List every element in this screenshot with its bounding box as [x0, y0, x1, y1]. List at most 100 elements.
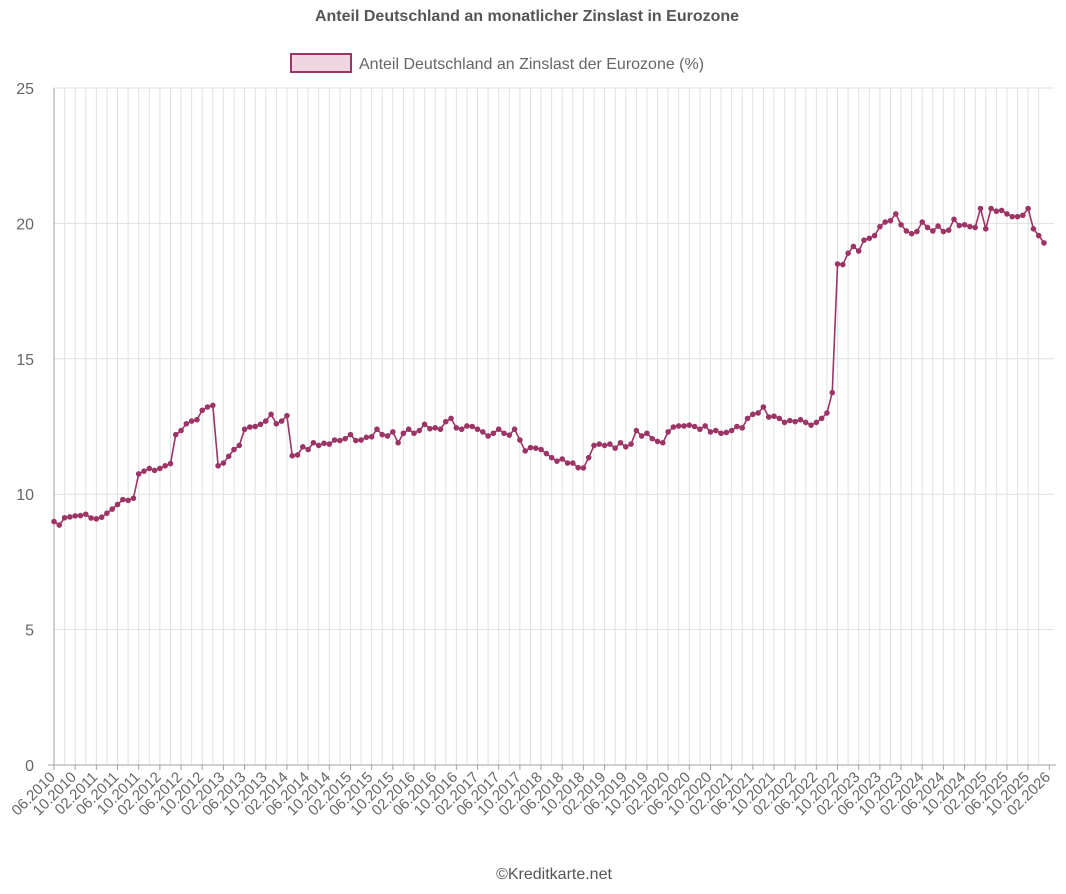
data-point[interactable] [935, 223, 941, 229]
data-point[interactable] [887, 217, 894, 224]
data-point[interactable] [697, 426, 703, 433]
data-point[interactable] [945, 227, 952, 233]
data-point[interactable] [194, 416, 200, 423]
data-point[interactable] [358, 437, 364, 443]
data-point[interactable] [898, 221, 904, 228]
data-point[interactable] [982, 226, 989, 232]
data-point[interactable] [612, 445, 618, 451]
data-point[interactable] [591, 442, 597, 449]
data-point[interactable] [72, 513, 78, 519]
data-point[interactable] [183, 420, 190, 427]
data-point[interactable] [596, 441, 603, 447]
data-point[interactable] [638, 433, 645, 439]
data-point[interactable] [712, 427, 719, 434]
data-point[interactable] [718, 430, 724, 437]
data-point[interactable] [395, 439, 401, 446]
data-point[interactable] [670, 424, 677, 430]
data-point[interactable] [771, 413, 777, 420]
data-point[interactable] [310, 439, 317, 446]
data-point[interactable] [294, 452, 301, 458]
data-point[interactable] [390, 429, 396, 435]
data-point[interactable] [67, 514, 73, 520]
data-point[interactable] [956, 222, 963, 229]
data-point[interactable] [421, 421, 428, 428]
data-point[interactable] [538, 446, 544, 453]
data-point[interactable] [384, 433, 391, 439]
data-point[interactable] [315, 442, 322, 449]
data-point[interactable] [172, 431, 179, 438]
data-point[interactable] [405, 426, 412, 433]
data-point[interactable] [300, 444, 306, 450]
data-point[interactable] [120, 496, 126, 503]
data-point[interactable] [570, 460, 576, 466]
data-point[interactable] [665, 429, 671, 435]
data-point[interactable] [914, 228, 920, 235]
data-point[interactable] [691, 423, 698, 430]
data-point[interactable] [834, 261, 841, 267]
data-point[interactable] [257, 421, 264, 428]
data-point[interactable] [511, 426, 518, 433]
data-point[interactable] [903, 228, 910, 234]
data-point[interactable] [437, 426, 444, 433]
data-point[interactable] [220, 460, 227, 466]
data-point[interactable] [305, 446, 311, 453]
data-point[interactable] [871, 232, 878, 239]
data-point[interactable] [580, 465, 587, 471]
data-point[interactable] [882, 219, 888, 225]
data-point[interactable] [988, 205, 994, 212]
data-point[interactable] [675, 423, 682, 429]
data-point[interactable] [352, 437, 359, 444]
data-point[interactable] [93, 516, 100, 522]
data-point[interactable] [262, 418, 269, 424]
data-point[interactable] [77, 512, 84, 519]
data-point[interactable] [273, 420, 280, 427]
data-point[interactable] [649, 435, 656, 442]
data-point[interactable] [157, 465, 163, 472]
data-point[interactable] [924, 224, 931, 231]
data-point[interactable] [1030, 226, 1037, 232]
data-point[interactable] [765, 414, 772, 420]
data-point[interactable] [739, 425, 746, 431]
data-point[interactable] [644, 430, 650, 437]
data-point[interactable] [734, 423, 740, 430]
data-point[interactable] [442, 418, 449, 425]
data-point[interactable] [617, 439, 624, 446]
data-point[interactable] [861, 237, 867, 243]
data-point[interactable] [686, 422, 693, 428]
data-point[interactable] [480, 429, 486, 435]
data-point[interactable] [622, 444, 629, 450]
data-point[interactable] [337, 437, 343, 444]
data-point[interactable] [427, 425, 433, 432]
data-point[interactable] [760, 404, 767, 410]
data-point[interactable] [802, 419, 809, 426]
data-point[interactable] [527, 444, 534, 451]
data-point[interactable] [368, 433, 375, 440]
data-point[interactable] [1041, 240, 1047, 246]
data-point[interactable] [416, 427, 423, 434]
data-point[interactable] [109, 506, 116, 512]
data-point[interactable] [506, 432, 513, 438]
data-point[interactable] [215, 462, 221, 469]
data-point[interactable] [543, 450, 550, 457]
data-point[interactable] [199, 407, 206, 414]
data-point[interactable] [829, 389, 836, 396]
data-point[interactable] [977, 205, 984, 212]
data-point[interactable] [474, 426, 481, 433]
data-point[interactable] [840, 261, 846, 268]
data-point[interactable] [961, 221, 968, 228]
data-point[interactable] [707, 429, 714, 435]
data-point[interactable] [432, 425, 438, 431]
data-point[interactable] [464, 423, 470, 429]
data-point[interactable] [347, 431, 354, 438]
data-point[interactable] [210, 402, 216, 409]
data-point[interactable] [892, 211, 899, 217]
data-point[interactable] [125, 497, 131, 504]
data-point[interactable] [61, 514, 68, 521]
data-point[interactable] [797, 416, 804, 423]
data-point[interactable] [575, 464, 581, 471]
data-point[interactable] [792, 418, 798, 425]
legend[interactable]: Anteil Deutschland an Zinslast der Euroz… [290, 53, 704, 73]
data-point[interactable] [236, 442, 243, 449]
data-point[interactable] [268, 411, 274, 418]
data-point[interactable] [908, 230, 915, 237]
